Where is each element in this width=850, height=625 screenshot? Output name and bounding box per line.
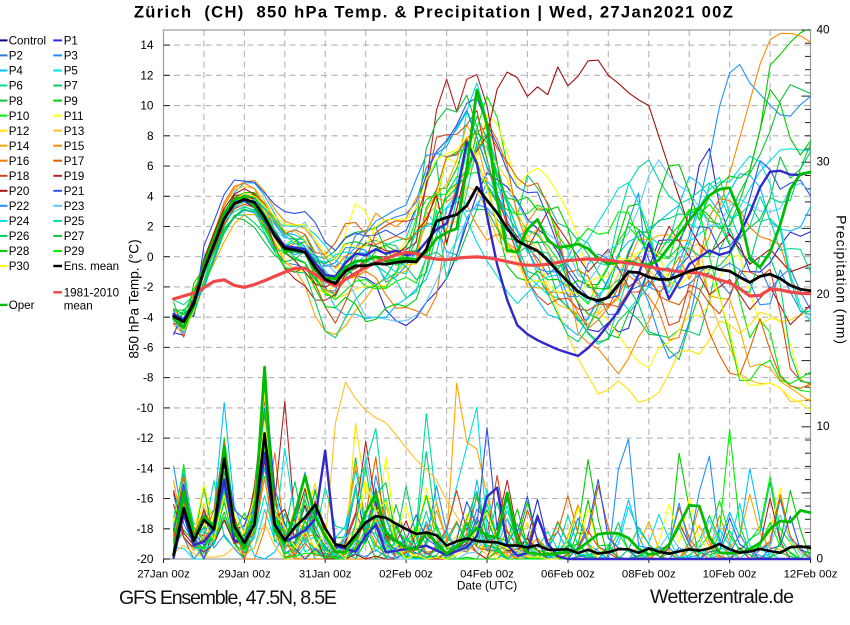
svg-text:P8: P8 <box>9 95 23 108</box>
svg-text:P28: P28 <box>9 245 30 258</box>
svg-text:Oper: Oper <box>9 299 35 312</box>
svg-text:-12: -12 <box>136 431 153 445</box>
svg-text:P1: P1 <box>64 35 78 48</box>
svg-text:P17: P17 <box>64 155 85 168</box>
svg-text:10: 10 <box>817 419 831 433</box>
svg-text:0: 0 <box>817 551 824 565</box>
svg-text:Precipitation (mm): Precipitation (mm) <box>834 215 850 345</box>
svg-text:P21: P21 <box>64 185 85 198</box>
svg-text:06Feb 00z: 06Feb 00z <box>541 568 595 580</box>
svg-text:P16: P16 <box>9 155 30 168</box>
svg-text:P20: P20 <box>9 185 30 198</box>
svg-text:Wetterzentrale.de: Wetterzentrale.de <box>650 586 794 608</box>
svg-text:2: 2 <box>147 220 154 234</box>
svg-text:P24: P24 <box>9 215 30 228</box>
svg-text:12: 12 <box>140 68 153 82</box>
svg-text:27Jan 00z: 27Jan 00z <box>137 568 190 580</box>
svg-text:P27: P27 <box>64 230 85 243</box>
svg-text:-2: -2 <box>143 280 154 294</box>
svg-text:40: 40 <box>817 22 831 36</box>
svg-text:P3: P3 <box>64 50 78 63</box>
svg-text:29Jan 00z: 29Jan 00z <box>218 568 271 580</box>
svg-text:-6: -6 <box>143 341 154 355</box>
svg-text:P2: P2 <box>9 50 23 63</box>
svg-text:-8: -8 <box>143 371 154 385</box>
svg-text:Date (UTC): Date (UTC) <box>457 578 517 592</box>
svg-text:6: 6 <box>147 159 154 173</box>
svg-text:04Feb 00z: 04Feb 00z <box>460 568 514 580</box>
svg-text:P26: P26 <box>9 230 30 243</box>
svg-text:20: 20 <box>817 287 831 301</box>
svg-text:0: 0 <box>147 250 154 264</box>
svg-text:P19: P19 <box>64 170 85 183</box>
svg-text:-18: -18 <box>136 522 153 536</box>
svg-text:-4: -4 <box>143 310 154 324</box>
svg-text:-20: -20 <box>136 552 153 566</box>
svg-text:Control: Control <box>9 35 46 48</box>
svg-text:1981-2010: 1981-2010 <box>64 287 119 300</box>
svg-text:10: 10 <box>140 99 154 113</box>
svg-text:-14: -14 <box>136 461 153 475</box>
svg-text:mean: mean <box>64 299 93 312</box>
svg-text:31Jan 00z: 31Jan 00z <box>299 568 352 580</box>
svg-text:4: 4 <box>147 189 154 203</box>
svg-text:30: 30 <box>817 155 831 169</box>
svg-text:Ens. mean: Ens. mean <box>64 260 119 273</box>
svg-text:10Feb 00z: 10Feb 00z <box>703 568 757 580</box>
svg-text:8: 8 <box>147 129 154 143</box>
svg-text:P5: P5 <box>64 65 78 78</box>
svg-text:GFS Ensemble, 47.5N, 8.5E: GFS Ensemble, 47.5N, 8.5E <box>119 587 337 609</box>
svg-text:P6: P6 <box>9 80 23 93</box>
svg-text:12Feb 00z: 12Feb 00z <box>784 568 838 580</box>
svg-text:P25: P25 <box>64 215 85 228</box>
svg-text:P7: P7 <box>64 80 78 93</box>
svg-text:P13: P13 <box>64 125 85 138</box>
svg-text:P4: P4 <box>9 65 24 78</box>
svg-text:P18: P18 <box>9 170 30 183</box>
svg-text:-16: -16 <box>136 492 153 506</box>
svg-text:P30: P30 <box>9 260 30 273</box>
svg-text:-10: -10 <box>136 401 153 415</box>
svg-text:P10: P10 <box>9 110 30 123</box>
svg-text:P29: P29 <box>64 245 85 258</box>
svg-text:P14: P14 <box>9 140 30 153</box>
svg-text:Zürich (CH) 850 hPa Temp. &: Zürich (CH) 850 hPa Temp. & Precipitatio… <box>134 3 734 22</box>
svg-text:850 hPa Temp. (°C): 850 hPa Temp. (°C) <box>127 239 142 358</box>
svg-text:08Feb 00z: 08Feb 00z <box>622 568 676 580</box>
svg-text:P11: P11 <box>64 110 84 123</box>
svg-text:P22: P22 <box>9 200 30 213</box>
svg-text:P9: P9 <box>64 95 78 108</box>
svg-text:14: 14 <box>140 38 154 52</box>
svg-text:P15: P15 <box>64 140 85 153</box>
svg-text:P23: P23 <box>64 200 85 213</box>
svg-text:P12: P12 <box>9 125 30 138</box>
svg-text:02Feb 00z: 02Feb 00z <box>379 568 433 580</box>
